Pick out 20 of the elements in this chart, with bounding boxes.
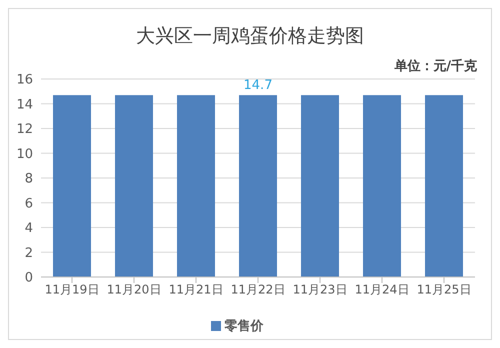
chart-title: 大兴区一周鸡蛋价格走势图 bbox=[135, 24, 365, 49]
x-tick-label: 11月20日 bbox=[106, 282, 162, 297]
y-tick-label: 6 bbox=[24, 196, 33, 212]
y-tick-label: 2 bbox=[24, 246, 33, 261]
data-label: 14.7 bbox=[244, 78, 272, 94]
x-tick-label: 11月19日 bbox=[44, 282, 100, 297]
y-tick-label: 10 bbox=[16, 146, 33, 162]
legend-label: 零售价 bbox=[224, 319, 264, 334]
y-tick-label: 12 bbox=[16, 122, 33, 138]
x-tick-label: 11月21日 bbox=[168, 282, 224, 297]
y-tick-label: 8 bbox=[24, 172, 33, 187]
x-tick-label: 11月22日 bbox=[230, 282, 286, 297]
x-tick-label: 11月25日 bbox=[416, 282, 472, 297]
y-tick-label: 4 bbox=[24, 221, 33, 236]
x-tick-label: 11月23日 bbox=[292, 282, 348, 297]
x-tick-label: 11月24日 bbox=[354, 282, 410, 297]
y-tick-label: 0 bbox=[24, 270, 33, 286]
y-tick-label: 16 bbox=[16, 72, 33, 88]
text: 单位：元/千克 bbox=[393, 58, 478, 74]
y-tick-label: 14 bbox=[16, 97, 33, 112]
